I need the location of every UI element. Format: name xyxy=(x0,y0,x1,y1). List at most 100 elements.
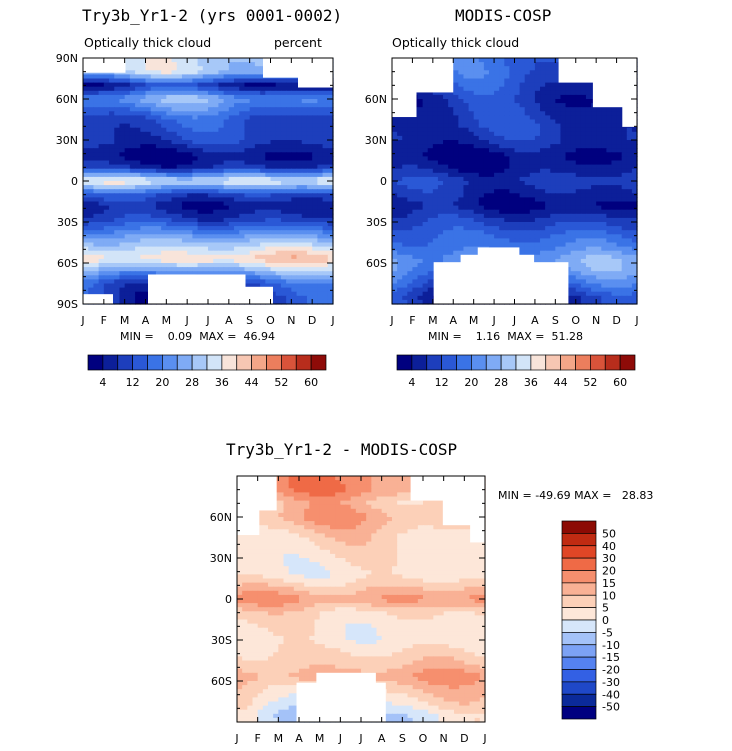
heatmap-cell xyxy=(412,164,419,170)
heatmap-cell xyxy=(197,209,204,215)
heatmap-cell xyxy=(560,131,567,137)
heatmap-cell xyxy=(286,156,292,162)
heatmap-cell xyxy=(260,82,266,88)
heatmap-cell xyxy=(270,295,277,301)
heatmap-cell xyxy=(631,127,638,133)
heatmap-cell xyxy=(417,111,424,116)
heatmap-cell xyxy=(98,254,105,260)
heatmap-cell xyxy=(494,226,500,231)
heatmap-cell xyxy=(626,115,633,121)
heatmap-cell xyxy=(228,156,235,162)
heatmap-cell xyxy=(166,275,173,280)
heatmap-cell xyxy=(407,209,414,215)
heatmap-cell xyxy=(135,267,141,272)
heatmap-cell xyxy=(524,131,531,137)
heatmap-cell xyxy=(270,238,277,244)
heatmap-cell xyxy=(202,230,209,235)
heatmap-cell xyxy=(93,213,100,219)
heatmap-cell xyxy=(192,238,199,244)
heatmap-cell xyxy=(596,176,602,182)
heatmap-cell xyxy=(626,70,633,75)
heatmap-cell xyxy=(499,78,505,84)
heatmap-cell xyxy=(234,238,240,244)
heatmap-cell xyxy=(565,172,572,178)
heatmap-cell xyxy=(504,94,510,100)
heatmap-cell xyxy=(468,107,475,112)
heatmap-cell xyxy=(504,107,510,112)
heatmap-cell xyxy=(166,230,173,235)
heatmap-cell xyxy=(540,144,546,149)
heatmap-cell xyxy=(103,127,110,133)
heatmap-cell xyxy=(560,193,567,198)
heatmap-cell xyxy=(192,58,199,63)
heatmap-cell xyxy=(135,217,141,223)
heatmap-cell xyxy=(606,103,613,108)
heatmap-cell xyxy=(306,267,313,272)
heatmap-cell xyxy=(621,86,628,92)
heatmap-cell xyxy=(448,152,454,157)
heatmap-cell xyxy=(239,185,246,190)
heatmap-cell xyxy=(114,66,121,71)
heatmap-cell xyxy=(244,70,251,75)
heatmap-cell xyxy=(280,66,287,71)
heatmap-cell xyxy=(286,263,292,268)
heatmap-cell xyxy=(448,181,454,186)
heatmap-cell xyxy=(306,222,313,227)
heatmap-cell xyxy=(317,168,324,174)
heatmap-cell xyxy=(140,172,147,178)
heatmap-cell xyxy=(234,299,240,305)
heatmap-cell xyxy=(453,127,459,133)
heatmap-cell xyxy=(286,246,292,252)
heatmap-cell xyxy=(534,181,541,186)
heatmap-cell xyxy=(306,287,313,293)
heatmap-cell xyxy=(114,246,121,252)
heatmap-cell xyxy=(432,135,439,141)
heatmap-cell xyxy=(161,148,167,153)
heatmap-cell xyxy=(176,287,183,293)
heatmap-cell xyxy=(228,181,235,186)
heatmap-cell xyxy=(478,172,485,178)
heatmap-cell xyxy=(621,205,628,211)
heatmap-cell xyxy=(239,103,246,108)
heatmap-cell xyxy=(443,107,449,112)
heatmap-cell xyxy=(280,168,287,174)
heatmap-cell xyxy=(626,82,633,88)
heatmap-cell xyxy=(317,70,324,75)
heatmap-cell xyxy=(327,58,334,63)
heatmap-cell xyxy=(591,226,597,231)
heatmap-cell xyxy=(514,222,521,227)
heatmap-cell xyxy=(611,103,618,108)
heatmap-cell xyxy=(270,107,277,112)
heatmap-cell xyxy=(509,193,516,198)
heatmap-cell xyxy=(223,74,230,80)
heatmap-cell xyxy=(301,287,308,293)
heatmap-cell xyxy=(545,185,551,190)
heatmap-cell xyxy=(171,250,178,256)
heatmap-cell xyxy=(322,267,329,272)
heatmap-cell xyxy=(306,213,313,219)
heatmap-cell xyxy=(176,123,183,129)
heatmap-cell xyxy=(280,70,287,75)
heatmap-cell xyxy=(260,234,266,239)
heatmap-cell xyxy=(83,205,89,211)
x-tick-label: S xyxy=(246,314,253,327)
heatmap-cell xyxy=(488,201,495,207)
heatmap-cell xyxy=(478,152,485,157)
heatmap-cell xyxy=(270,189,277,194)
heatmap-cell xyxy=(402,103,408,108)
heatmap-cell xyxy=(197,82,204,88)
heatmap-cell xyxy=(443,135,449,141)
heatmap-cell xyxy=(161,254,167,260)
heatmap-cell xyxy=(575,144,582,149)
heatmap-cell xyxy=(119,172,126,178)
heatmap-cell xyxy=(83,242,89,248)
heatmap-cell xyxy=(176,197,183,203)
heatmap-cell xyxy=(171,140,178,145)
heatmap-cell xyxy=(494,217,500,223)
heatmap-cell xyxy=(545,86,551,92)
heatmap-cell xyxy=(239,148,246,153)
heatmap-cell xyxy=(275,254,282,260)
heatmap-cell xyxy=(570,131,577,137)
heatmap-cell xyxy=(213,230,220,235)
heatmap-cell xyxy=(427,222,434,227)
